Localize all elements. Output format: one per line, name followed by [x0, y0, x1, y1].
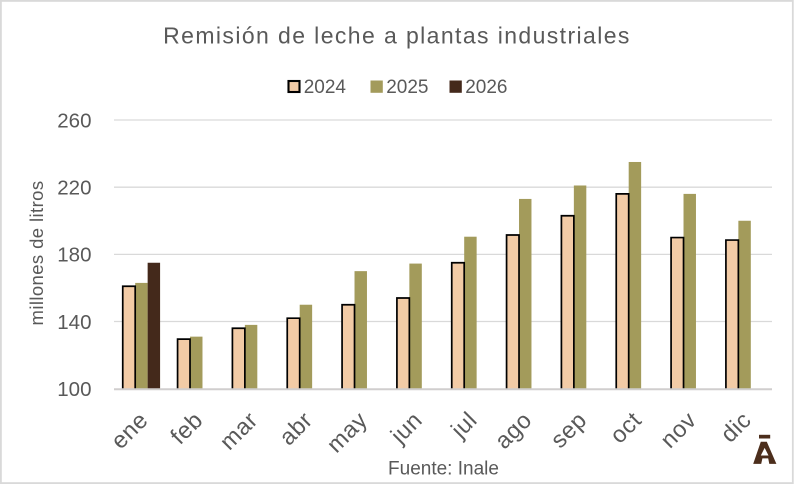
svg-text:2026: 2026 — [465, 77, 507, 98]
svg-text:100: 100 — [57, 378, 91, 401]
svg-text:2025: 2025 — [386, 77, 428, 98]
svg-text:220: 220 — [57, 177, 91, 200]
svg-text:Remisión de leche a plantas in: Remisión de leche a plantas industriales — [163, 23, 631, 49]
svg-text:260: 260 — [57, 109, 91, 132]
svg-text:Fuente: Inale: Fuente: Inale — [388, 459, 499, 480]
svg-text:2024: 2024 — [304, 77, 347, 98]
svg-text:millones de litros: millones de litros — [26, 181, 47, 326]
svg-text:180: 180 — [57, 244, 91, 267]
svg-text:140: 140 — [57, 311, 91, 334]
